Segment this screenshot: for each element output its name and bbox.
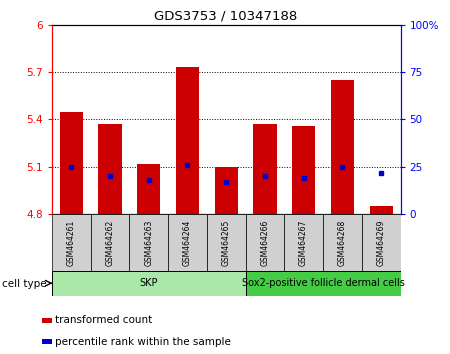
Bar xyxy=(59,112,83,214)
Bar xyxy=(90,214,129,271)
Bar xyxy=(323,214,362,271)
Bar xyxy=(42,339,52,344)
Bar xyxy=(253,124,276,214)
Text: GSM464268: GSM464268 xyxy=(338,219,347,266)
Text: Sox2-positive follicle dermal cells: Sox2-positive follicle dermal cells xyxy=(242,278,405,288)
Bar xyxy=(52,214,90,271)
Bar xyxy=(176,67,199,214)
Text: GSM464265: GSM464265 xyxy=(221,219,230,266)
Bar xyxy=(331,80,354,214)
Bar xyxy=(369,206,393,214)
Bar xyxy=(246,214,284,271)
Bar xyxy=(207,214,246,271)
Text: GSM464266: GSM464266 xyxy=(261,219,270,266)
Bar xyxy=(362,214,400,271)
Text: GSM464267: GSM464267 xyxy=(299,219,308,266)
Text: SKP: SKP xyxy=(140,278,158,288)
Text: GSM464261: GSM464261 xyxy=(67,219,76,266)
Text: cell type: cell type xyxy=(2,279,47,289)
Text: GSM464264: GSM464264 xyxy=(183,219,192,266)
Bar xyxy=(246,271,400,296)
Text: percentile rank within the sample: percentile rank within the sample xyxy=(55,337,231,347)
Text: transformed count: transformed count xyxy=(55,315,153,325)
Bar xyxy=(168,214,207,271)
Bar xyxy=(292,126,315,214)
Bar xyxy=(137,164,160,214)
Bar xyxy=(129,214,168,271)
Bar xyxy=(98,124,122,214)
Bar xyxy=(42,318,52,323)
Title: GDS3753 / 10347188: GDS3753 / 10347188 xyxy=(154,9,298,22)
Text: GSM464269: GSM464269 xyxy=(377,219,386,266)
Text: GSM464263: GSM464263 xyxy=(144,219,153,266)
Bar xyxy=(215,167,238,214)
Bar xyxy=(52,271,246,296)
Bar xyxy=(284,214,323,271)
Text: GSM464262: GSM464262 xyxy=(105,219,114,266)
